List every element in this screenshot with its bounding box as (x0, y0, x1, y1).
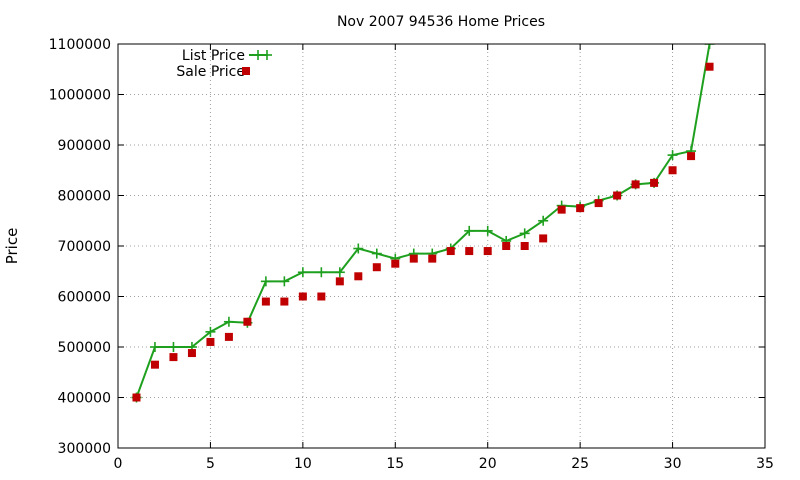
list-price-point (223, 316, 234, 327)
sale-price-point (446, 247, 455, 256)
legend-plus-marker (262, 50, 272, 60)
sale-price-point (502, 242, 511, 250)
list-price-point (334, 267, 345, 278)
x-tick-label: 30 (664, 456, 682, 472)
list-price-point (464, 225, 475, 236)
list-price-point (371, 248, 382, 259)
legend-plus-marker (253, 50, 263, 60)
sale-price-point (391, 259, 400, 268)
sale-price-point (483, 247, 492, 256)
list-price-point (538, 215, 549, 226)
y-tick-label: 1100000 (49, 37, 111, 53)
y-tick-label: 1000000 (49, 88, 111, 104)
sale-price-point (298, 292, 307, 301)
sale-price-point (428, 254, 437, 263)
x-tick-label: 0 (114, 456, 123, 472)
grid-lines (118, 44, 765, 448)
list-price-point (482, 225, 493, 236)
sale-price-point (687, 152, 696, 161)
sale-price-point (520, 242, 529, 250)
y-tick-label: 300000 (58, 441, 111, 457)
x-tick-label: 35 (756, 456, 774, 472)
data-series (131, 44, 715, 403)
y-tick-label: 900000 (58, 138, 111, 154)
list-price-point (353, 243, 364, 254)
sale-price-point (150, 360, 159, 369)
sale-price-point (557, 205, 566, 214)
sale-price-point (409, 254, 418, 263)
sale-price-point (261, 297, 270, 306)
y-tick-label: 800000 (58, 189, 111, 205)
list-price-point (149, 342, 160, 352)
sale-price-point (169, 353, 178, 362)
axis-ticks: 300000 400000 500000 600000 700000 800000 9000… (49, 37, 774, 472)
list-price-point (168, 342, 179, 352)
legend-label: List Price (182, 48, 245, 64)
sale-price-point (224, 332, 233, 341)
sale-price-point (335, 277, 344, 286)
list-price-line (135, 44, 711, 398)
plot-frame (117, 43, 766, 449)
sale-price-point (668, 166, 677, 175)
legend-label: Sale Price (176, 64, 245, 80)
sale-price-point (631, 180, 640, 189)
list-price-point (519, 228, 530, 239)
sale-price-point (594, 199, 603, 208)
series-0 (131, 44, 715, 403)
sale-price-point (465, 247, 474, 256)
sale-price-point (280, 297, 289, 306)
list-price-point (704, 44, 715, 49)
chart-title: Nov 2007 94536 Home Prices (337, 14, 545, 30)
list-price-point (316, 267, 327, 278)
list-price-point (297, 267, 308, 278)
list-price-point (205, 326, 216, 337)
list-price-point (667, 150, 678, 161)
x-tick-label: 25 (571, 456, 589, 472)
y-tick-label: 700000 (58, 239, 111, 255)
sale-price-point (650, 178, 659, 187)
x-tick-label: 15 (386, 456, 404, 472)
sale-price-point (613, 191, 622, 200)
y-axis-label: Price (3, 228, 21, 265)
sale-price-point (539, 234, 548, 243)
x-tick-label: 10 (294, 456, 312, 472)
y-tick-label: 400000 (58, 391, 111, 407)
sale-price-point (317, 292, 326, 301)
x-tick-label: 5 (206, 456, 215, 472)
sale-price-point (206, 337, 215, 346)
series-1 (132, 62, 714, 402)
y-tick-label: 600000 (58, 290, 111, 306)
sale-price-point (132, 393, 141, 402)
sale-price-point (576, 204, 585, 213)
list-price-point (260, 276, 271, 287)
x-tick-label: 20 (479, 456, 497, 472)
y-tick-label: 500000 (58, 340, 111, 356)
sale-price-point (354, 272, 363, 281)
list-price-point (279, 276, 290, 287)
sale-price-point (243, 317, 252, 326)
sale-price-point (187, 349, 196, 358)
sale-price-point (372, 263, 381, 272)
sale-price-point (705, 62, 714, 71)
legend-square-marker (242, 67, 250, 75)
